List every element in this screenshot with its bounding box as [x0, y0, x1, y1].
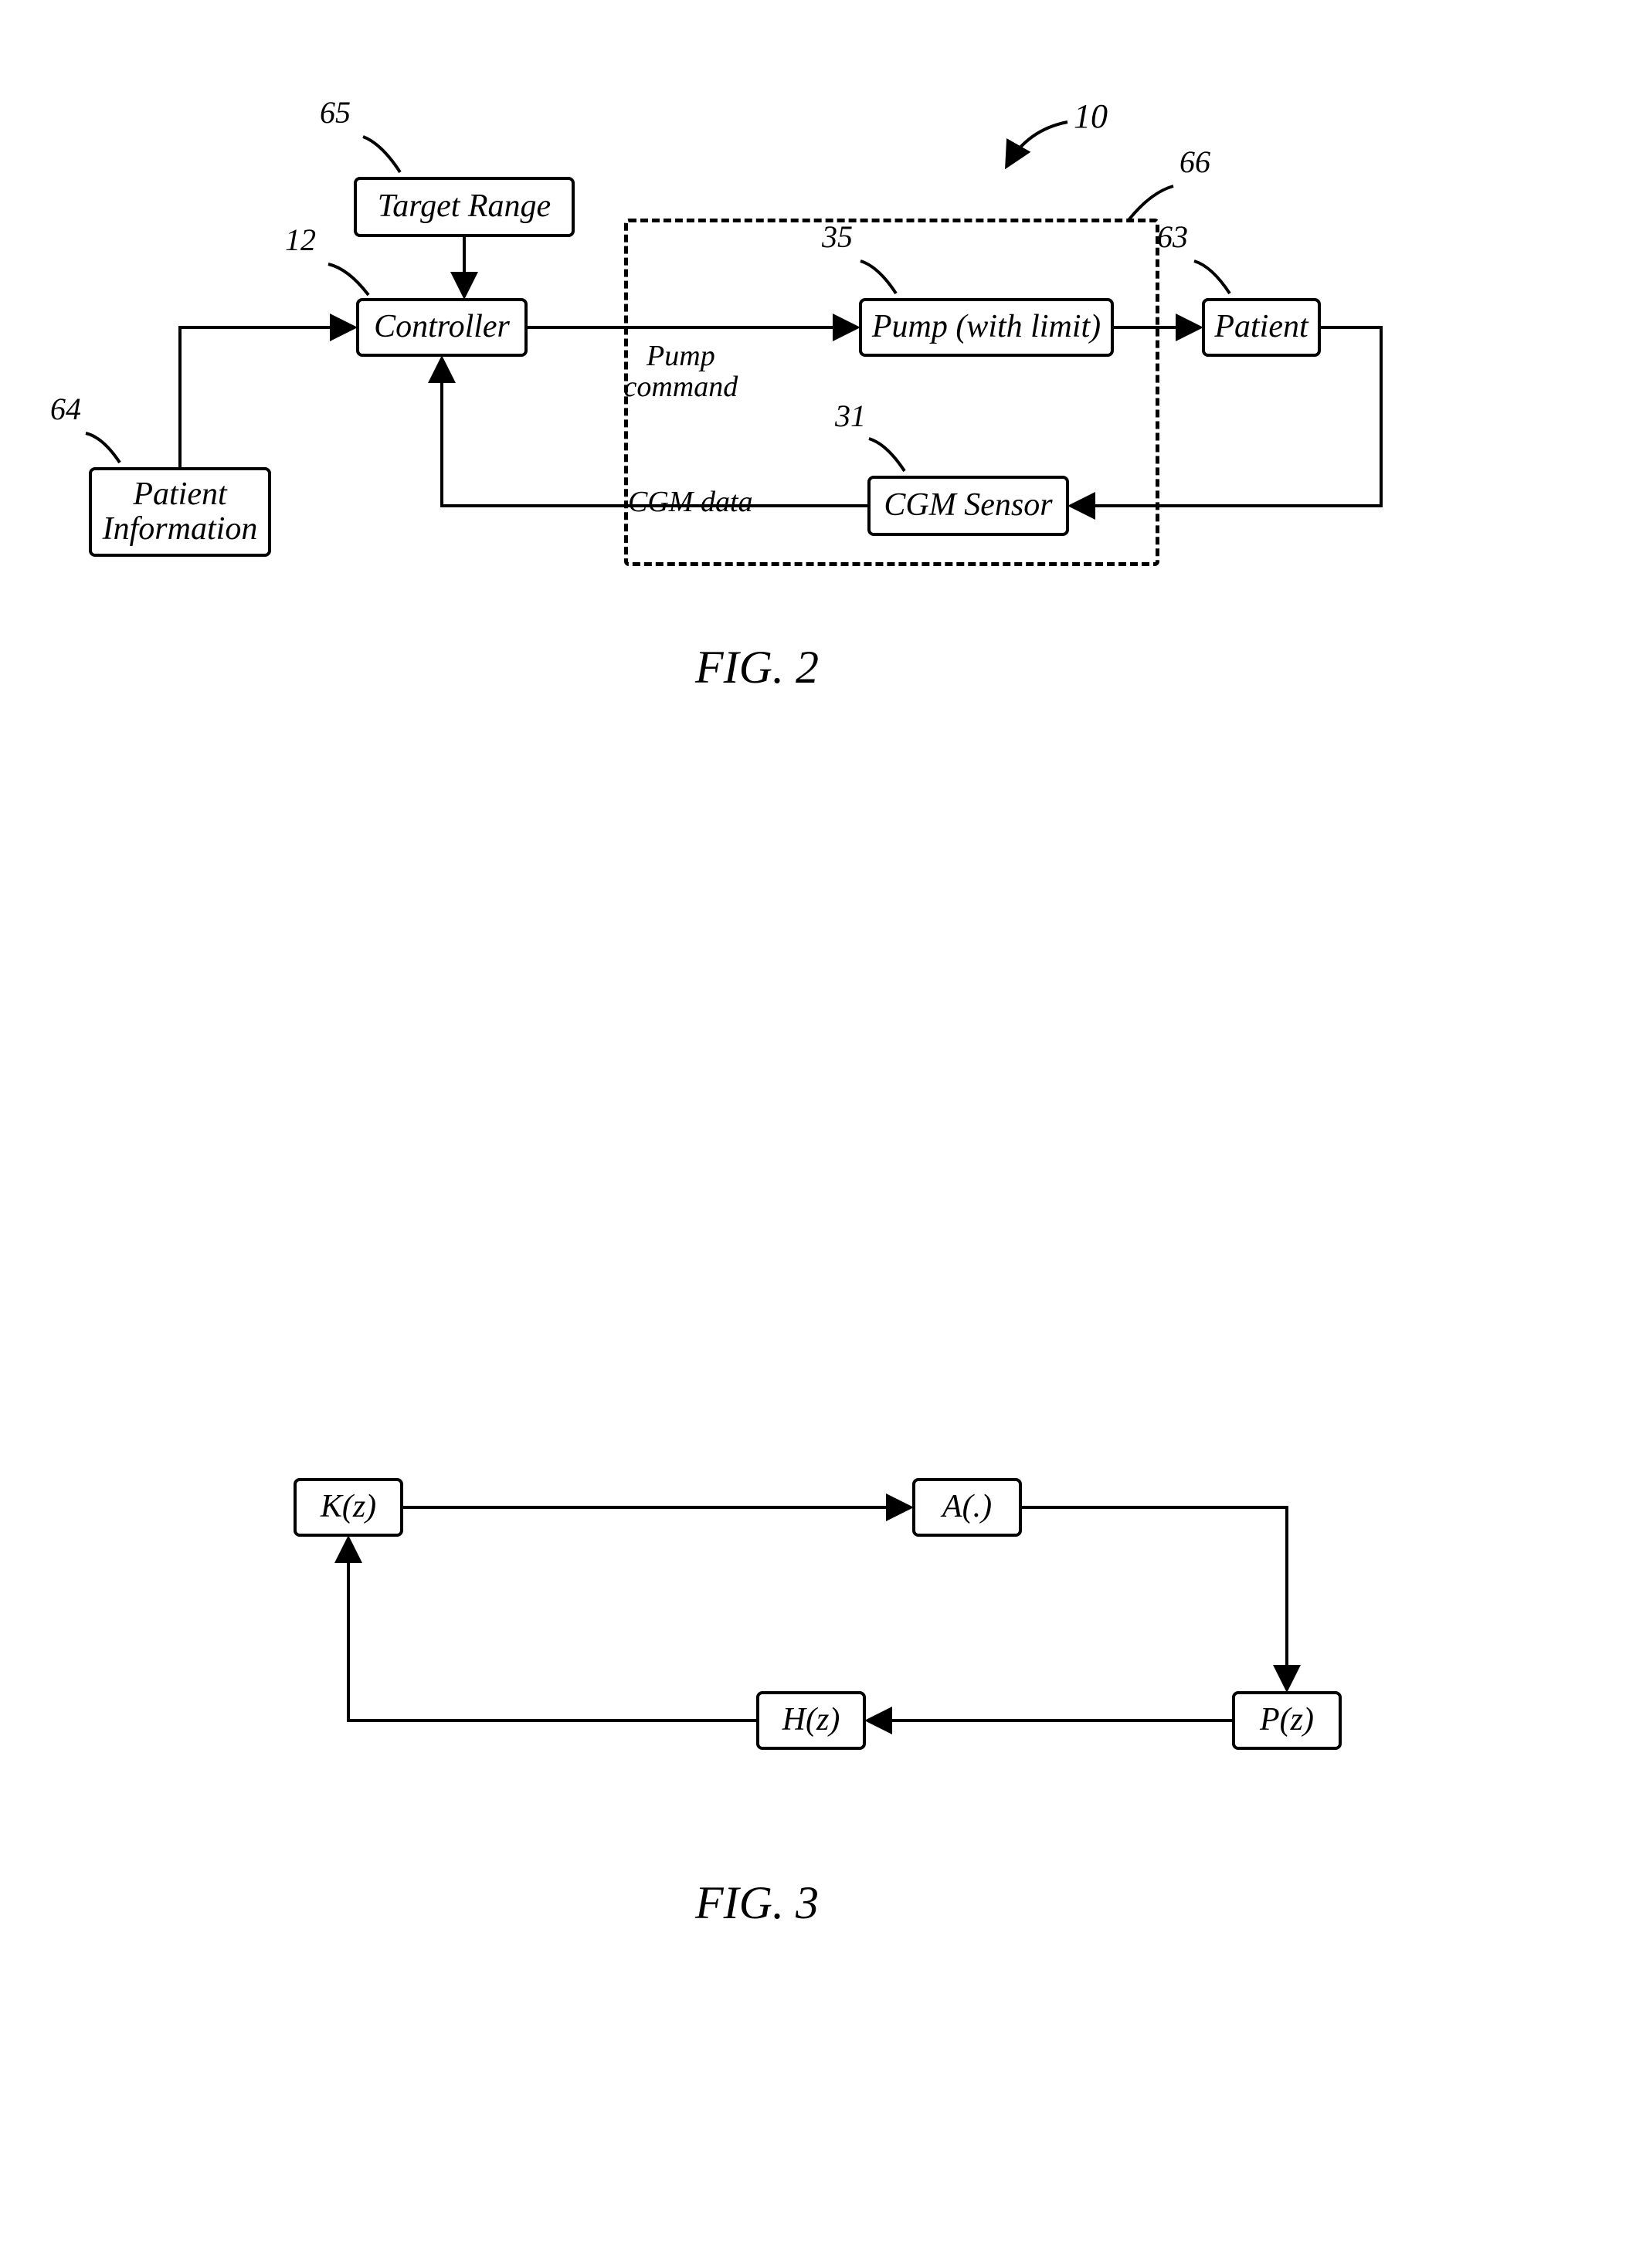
node-controller: Controller — [356, 298, 528, 357]
node-p: P(z) — [1232, 1691, 1342, 1750]
ref-31: 31 — [835, 400, 866, 432]
ref-12: 12 — [285, 224, 316, 256]
ref-66: 66 — [1179, 146, 1210, 178]
ref-overall: 10 — [1074, 99, 1108, 134]
node-patient: Patient — [1202, 298, 1321, 357]
ref-65: 65 — [320, 97, 351, 129]
node-a: A(.) — [912, 1478, 1022, 1537]
ref-64: 64 — [50, 393, 81, 425]
node-h: H(z) — [756, 1691, 866, 1750]
fig2-caption: FIG. 2 — [695, 641, 819, 694]
node-patient-info: Patient Information — [89, 467, 271, 557]
label-pump-command: Pump command — [624, 341, 738, 403]
fig3-caption: FIG. 3 — [695, 1876, 819, 1930]
ref-63: 63 — [1157, 221, 1188, 253]
node-k: K(z) — [294, 1478, 403, 1537]
label-cgm-data: CGM data — [628, 487, 753, 518]
node-cgm-sensor: CGM Sensor — [867, 476, 1069, 536]
node-pump: Pump (with limit) — [859, 298, 1114, 357]
node-target-range: Target Range — [354, 177, 575, 237]
ref-35: 35 — [822, 221, 853, 253]
